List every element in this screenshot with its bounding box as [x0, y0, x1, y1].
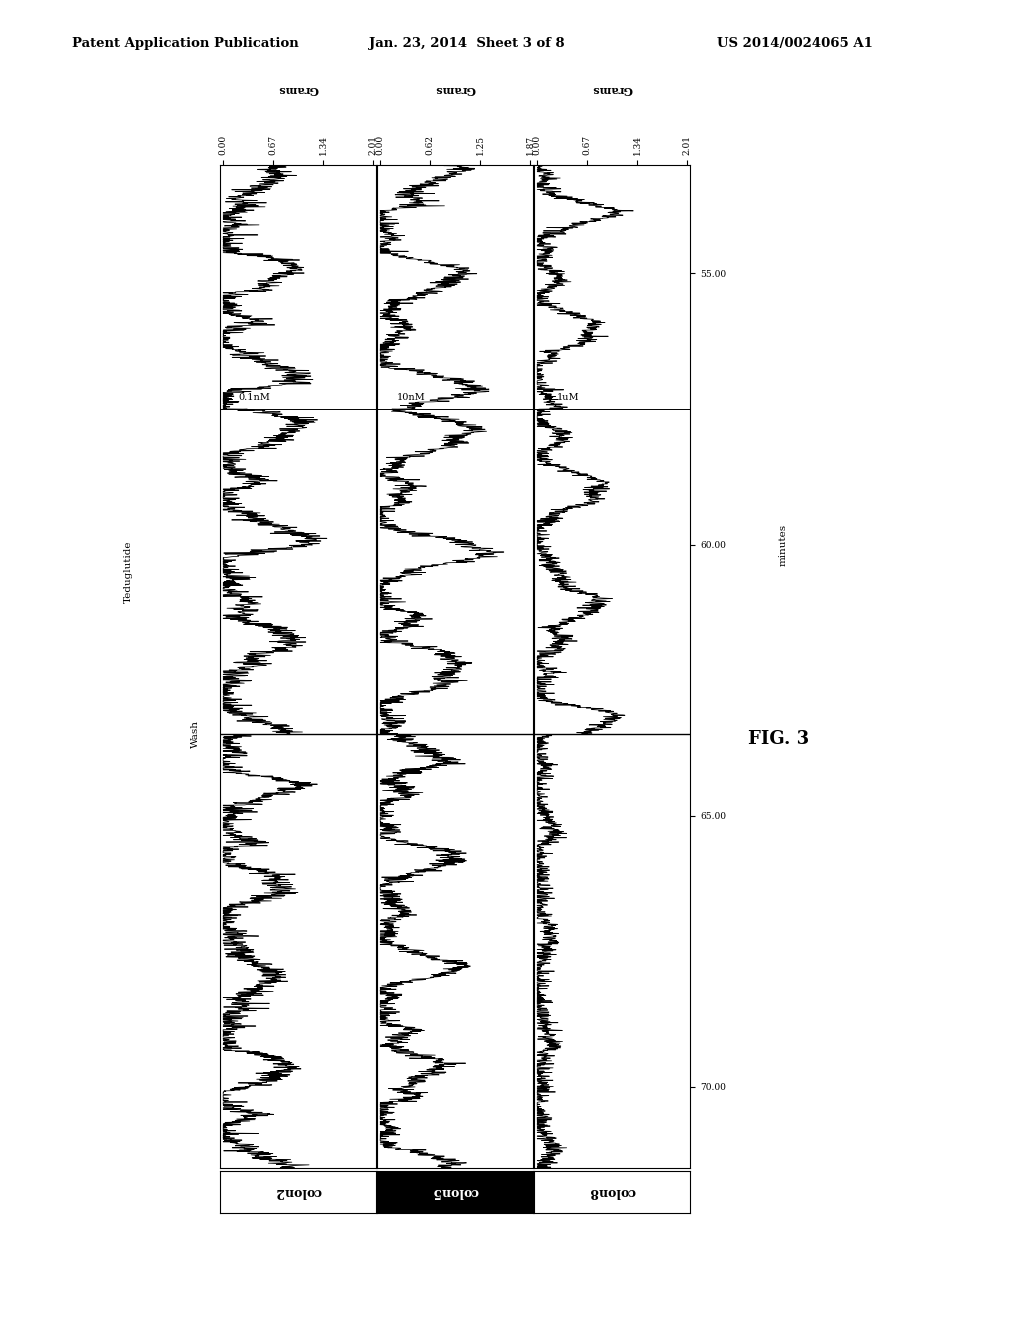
Text: colon5: colon5 — [432, 1185, 478, 1199]
Text: Grams: Grams — [592, 83, 633, 95]
Text: FIG. 3: FIG. 3 — [748, 730, 809, 748]
Text: 0.1nM: 0.1nM — [239, 393, 270, 403]
Text: Grams: Grams — [278, 83, 318, 95]
Text: Grams: Grams — [435, 83, 475, 95]
Text: US 2014/0024065 A1: US 2014/0024065 A1 — [717, 37, 872, 50]
Text: minutes: minutes — [778, 524, 787, 566]
Text: colon2: colon2 — [274, 1185, 322, 1199]
Text: 1uM: 1uM — [557, 393, 580, 403]
Text: Wash: Wash — [190, 721, 200, 748]
Text: colon8: colon8 — [589, 1185, 636, 1199]
Text: Jan. 23, 2014  Sheet 3 of 8: Jan. 23, 2014 Sheet 3 of 8 — [369, 37, 564, 50]
Text: 10nM: 10nM — [397, 393, 426, 403]
Text: Patent Application Publication: Patent Application Publication — [72, 37, 298, 50]
Text: Teduglutide: Teduglutide — [124, 540, 132, 603]
